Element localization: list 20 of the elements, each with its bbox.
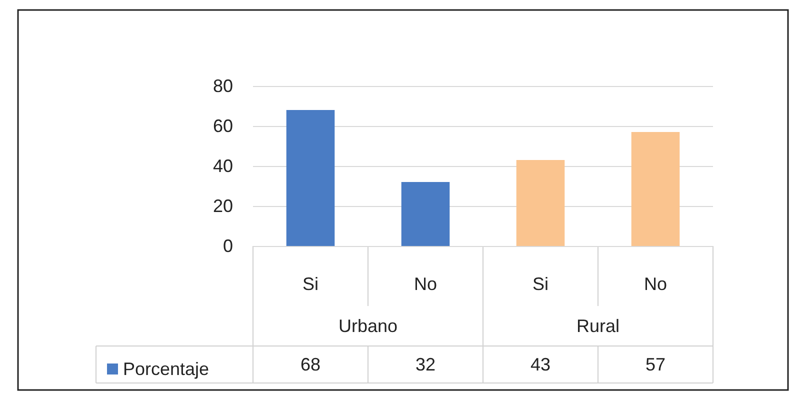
data-label: 32 [415, 354, 436, 374]
x-tick-label: Si [302, 274, 319, 294]
y-tick-label: 60 [212, 116, 233, 136]
text: Urbano [338, 316, 398, 336]
y-tick-label: 80 [212, 76, 233, 96]
bar [631, 132, 680, 246]
x-tick-label: No [414, 274, 438, 294]
bar [516, 160, 565, 246]
legend-label: Porcentaje [123, 359, 210, 379]
x-tick-label: Si [532, 274, 549, 294]
data-label: 68 [300, 354, 321, 374]
y-tick-label: 0 [222, 236, 233, 256]
y-tick-label: 40 [212, 156, 233, 176]
bar [401, 182, 450, 246]
x-tick-label: No [644, 274, 668, 294]
bar [286, 110, 335, 246]
data-label: 43 [530, 354, 551, 374]
text: Rural [576, 316, 620, 336]
data-label: 57 [645, 354, 666, 374]
y-tick-label: 20 [212, 196, 233, 216]
